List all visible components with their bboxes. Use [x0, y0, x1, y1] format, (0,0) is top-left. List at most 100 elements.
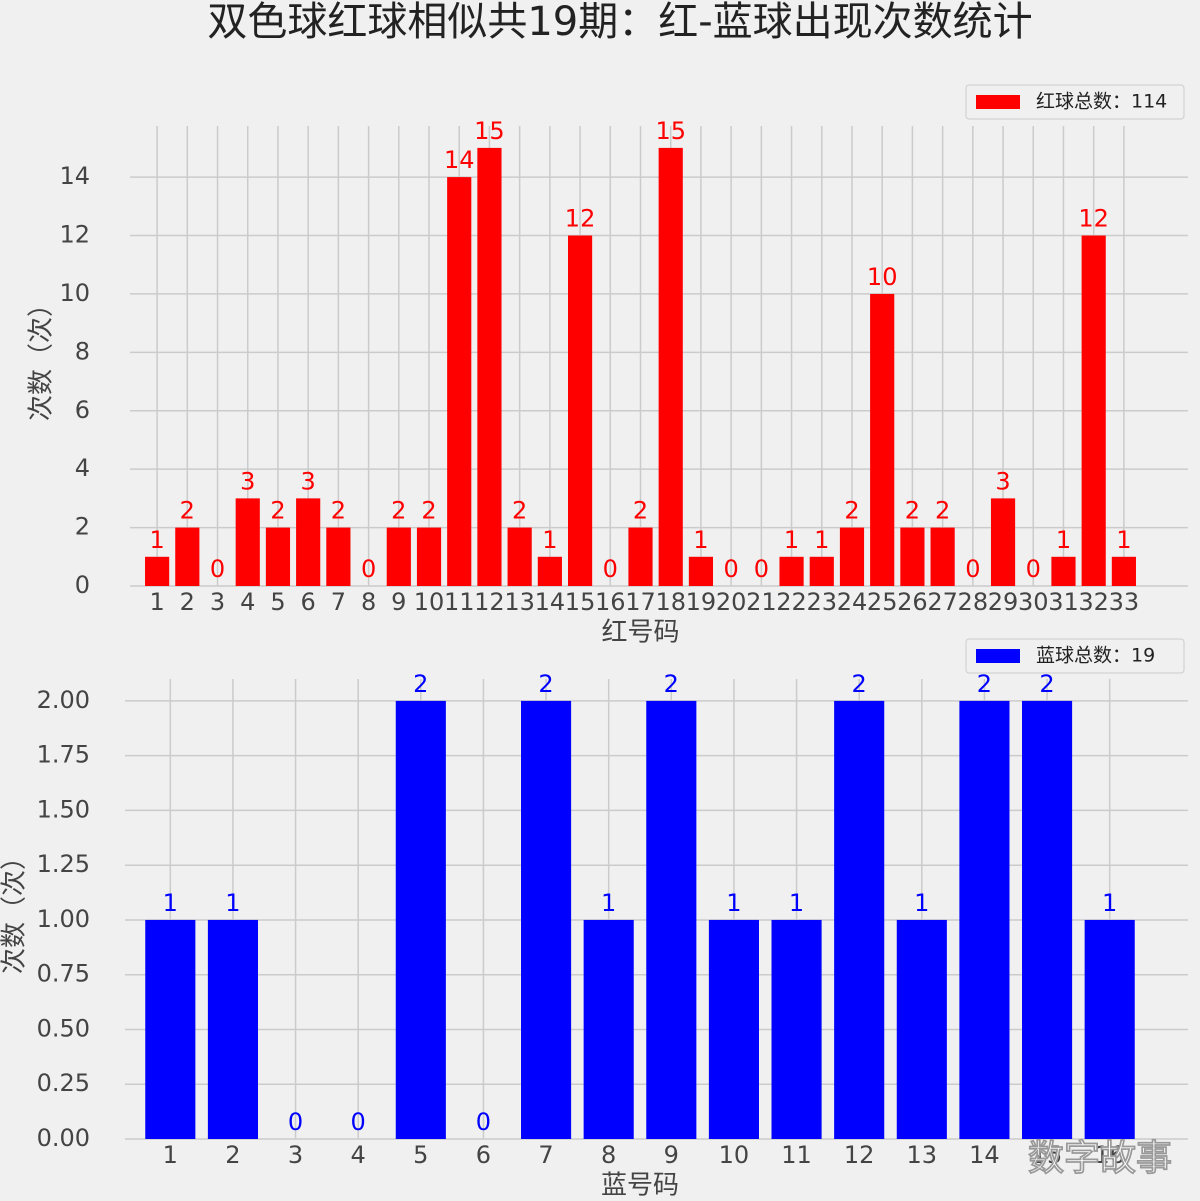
data-label: 1	[814, 526, 829, 554]
bar	[1022, 700, 1073, 1139]
bar	[386, 527, 411, 586]
x-tick-label: 13	[907, 1141, 938, 1169]
x-tick-label: 14	[535, 588, 566, 616]
data-label: 2	[664, 670, 679, 698]
data-label: 2	[977, 670, 992, 698]
bar	[326, 527, 351, 586]
data-label: 1	[542, 526, 557, 554]
data-label: 2	[538, 670, 553, 698]
bar	[537, 556, 562, 586]
y-tick-label: 6	[75, 396, 90, 424]
legend-swatch	[976, 95, 1020, 109]
data-label: 1	[726, 889, 741, 917]
data-label: 1	[914, 889, 929, 917]
bar	[646, 700, 697, 1139]
data-label: 1	[693, 526, 708, 554]
data-label: 1	[163, 889, 178, 917]
data-label: 2	[844, 497, 859, 525]
bar	[1111, 556, 1136, 586]
data-label: 2	[852, 670, 867, 698]
bar	[1081, 235, 1106, 586]
x-tick-label: 13	[504, 588, 535, 616]
data-label: 10	[867, 263, 898, 291]
x-tick-label: 14	[969, 1141, 1000, 1169]
bar	[959, 700, 1010, 1139]
bar	[1051, 556, 1076, 586]
data-label: 2	[331, 497, 346, 525]
legend-swatch	[976, 649, 1020, 663]
bar	[447, 177, 472, 586]
data-label: 0	[603, 555, 618, 583]
x-tick-label: 4	[240, 588, 255, 616]
data-label: 2	[421, 497, 436, 525]
data-label: 1	[1102, 889, 1117, 917]
data-label: 3	[301, 467, 316, 495]
x-axis-label: 蓝号码	[601, 1171, 679, 1201]
y-tick-label: 10	[59, 279, 90, 307]
legend: 蓝球总数：19	[965, 638, 1185, 674]
data-label: 2	[935, 497, 950, 525]
x-tick-label: 12	[844, 1141, 875, 1169]
data-label: 0	[965, 555, 980, 583]
y-tick-label: 8	[75, 337, 90, 365]
x-tick-label: 1	[149, 588, 164, 616]
data-label: 15	[474, 117, 505, 145]
data-label: 0	[351, 1108, 366, 1136]
bar	[521, 700, 572, 1139]
legend: 红球总数：114	[965, 84, 1185, 120]
x-tick-label: 2	[225, 1141, 240, 1169]
bar	[507, 527, 532, 586]
bar	[583, 919, 634, 1139]
bar	[771, 919, 822, 1139]
x-tick-label: 24	[837, 588, 868, 616]
legend-label: 蓝球总数：19	[1036, 645, 1155, 667]
x-tick-label: 11	[444, 588, 475, 616]
data-label: 1	[1116, 526, 1131, 554]
data-label: 2	[270, 497, 285, 525]
x-tick-label: 4	[351, 1141, 366, 1169]
data-label: 0	[361, 555, 376, 583]
x-tick-label: 19	[686, 588, 717, 616]
y-tick-label: 0.50	[37, 1014, 90, 1042]
data-label: 12	[565, 205, 596, 233]
bar	[265, 527, 291, 586]
data-label: 1	[784, 526, 799, 554]
bar	[658, 147, 683, 586]
x-tick-label: 3	[210, 588, 225, 616]
x-tick-label: 16	[595, 588, 626, 616]
x-tick-label: 26	[897, 588, 928, 616]
x-tick-label: 8	[601, 1141, 616, 1169]
data-label: 1	[225, 889, 240, 917]
bar	[839, 527, 865, 586]
data-label: 0	[723, 555, 738, 583]
y-tick-label: 1.50	[37, 795, 90, 823]
x-tick-label: 10	[414, 588, 445, 616]
bar	[779, 556, 804, 586]
data-label: 2	[633, 497, 648, 525]
x-tick-label: 28	[958, 588, 989, 616]
y-tick-label: 14	[59, 162, 90, 190]
legend-label: 红球总数：114	[1036, 91, 1167, 113]
y-tick-label: 1.75	[37, 741, 90, 769]
x-tick-label: 1	[163, 1141, 178, 1169]
bar	[296, 498, 321, 586]
x-tick-label: 11	[781, 1141, 812, 1169]
data-label: 2	[180, 497, 195, 525]
data-label: 2	[905, 497, 920, 525]
x-tick-label: 5	[413, 1141, 428, 1169]
bar	[395, 700, 446, 1139]
data-label: 0	[288, 1108, 303, 1136]
data-label: 2	[413, 670, 428, 698]
x-axis-label: 红号码	[601, 618, 679, 648]
data-label: 15	[655, 117, 686, 145]
data-label: 3	[240, 467, 255, 495]
data-label: 0	[1026, 555, 1041, 583]
x-tick-label: 23	[806, 588, 837, 616]
y-tick-label: 12	[59, 221, 90, 249]
x-tick-label: 7	[538, 1141, 553, 1169]
x-tick-label: 8	[361, 588, 376, 616]
x-tick-label: 15	[565, 588, 596, 616]
chart-title: 双色球红球相似共19期：红-蓝球出现次数统计	[207, 0, 1032, 45]
x-tick-label: 3	[288, 1141, 303, 1169]
bar	[990, 498, 1016, 586]
